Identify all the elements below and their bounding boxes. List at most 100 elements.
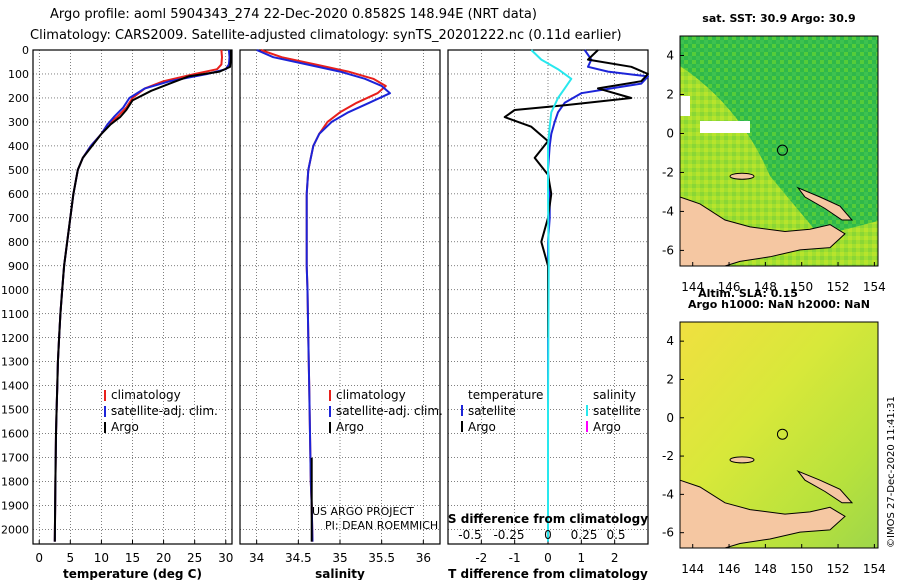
map-y-tick-label: 0 xyxy=(666,411,674,425)
y-tick-label: 900 xyxy=(8,260,29,273)
y-tick-label: 600 xyxy=(8,188,29,201)
map-y-tick-label: -4 xyxy=(662,204,674,218)
map-x-tick-label: 146 xyxy=(718,562,741,576)
no-data-patch xyxy=(680,96,690,116)
y-tick-label: 1900 xyxy=(1,500,29,513)
legend-label: Argo xyxy=(111,420,139,434)
map-x-tick-label: 144 xyxy=(681,280,704,294)
series-line-argo xyxy=(53,50,232,542)
map-y-tick-label: -6 xyxy=(662,526,674,540)
land-island xyxy=(796,186,854,221)
map-x-tick-label: 154 xyxy=(863,562,886,576)
map-y-tick-label: 2 xyxy=(666,372,674,386)
land-islet xyxy=(729,456,755,464)
figure-title-line2: Climatology: CARS2009. Satellite-adjuste… xyxy=(30,28,622,43)
map-title: sat. SST: 30.9 Argo: 30.9 xyxy=(702,12,855,25)
legend-title-temperature: temperature xyxy=(468,388,543,402)
sst-warm-region xyxy=(680,66,878,266)
x-tick-label: 25 xyxy=(187,551,202,565)
map-y-tick-label: -2 xyxy=(662,165,674,179)
y-tick-label: 700 xyxy=(8,212,29,225)
chart-panel-temperature: 0100200300400500600700800900100011001200… xyxy=(1,44,233,580)
x-tick-label: 0 xyxy=(544,551,552,565)
x-tick-label: 0 xyxy=(35,551,43,565)
map-panel-sst-map: 144 146 148 150 152 154 4 2 0 -2 -4 -6 sat. SST: 30.… xyxy=(662,12,886,300)
map-panel-sla-map: 144 146 148 150 152 154 4 2 0 -2 -4 -6 Argo h1000: N… xyxy=(662,298,886,576)
map-x-tick-label: 148 xyxy=(754,280,777,294)
y-tick-label: 1100 xyxy=(1,308,29,321)
map-x-tick-label: 144 xyxy=(681,562,704,576)
series-line-salinity-satellite xyxy=(530,49,573,542)
y-tick-label: 1000 xyxy=(1,284,29,297)
map-title: Argo h1000: NaN h2000: NaN xyxy=(688,298,870,311)
map-x-tick-label: 152 xyxy=(827,280,850,294)
argo-location-marker xyxy=(776,428,788,440)
legend-label: climatology xyxy=(111,388,181,402)
s-tick-label: 0 xyxy=(544,528,552,542)
no-data-patch xyxy=(700,121,750,133)
x-axis-label: temperature (deg C) xyxy=(63,567,202,580)
land-mainland xyxy=(679,479,846,549)
x-tick-label: 5 xyxy=(66,551,74,565)
x-tick-label: 35.5 xyxy=(368,551,395,565)
y-tick-label: 800 xyxy=(8,236,29,249)
map-y-tick-label: 2 xyxy=(666,87,674,101)
y-tick-label: 1800 xyxy=(1,476,29,489)
map-y-tick-label: 0 xyxy=(666,126,674,140)
y-tick-label: 1200 xyxy=(1,332,29,345)
y-tick-label: 500 xyxy=(8,164,29,177)
y-tick-label: 300 xyxy=(8,116,29,129)
map-y-tick-label: 4 xyxy=(666,48,674,62)
x-tick-label: 1 xyxy=(578,551,586,565)
y-tick-label: 200 xyxy=(8,92,29,105)
x-tick-label: 10 xyxy=(94,551,109,565)
map-y-tick-label: -4 xyxy=(662,487,674,501)
x-tick-label: 20 xyxy=(156,551,171,565)
map-x-tick-label: 148 xyxy=(754,562,777,576)
legend-label: Argo xyxy=(593,420,621,434)
x-tick-label: 34 xyxy=(249,551,264,565)
land-islet xyxy=(729,172,755,180)
map-frame xyxy=(679,321,879,549)
series-line-satellite-adj-clim- xyxy=(256,49,391,542)
argo-location-marker xyxy=(776,144,788,156)
y-tick-label: 0 xyxy=(22,44,29,57)
land-mainland xyxy=(679,196,846,267)
x-tick-label: 36 xyxy=(416,551,431,565)
legend-label: Argo xyxy=(468,420,496,434)
legend-title-salinity: salinity xyxy=(593,388,636,402)
series-line-temperature-argo xyxy=(503,49,649,338)
map-x-tick-label: 146 xyxy=(718,280,741,294)
legend-label: satellite xyxy=(593,404,641,418)
map-x-tick-label: 152 xyxy=(827,562,850,576)
map-subtitle: Altim. SLA: 0.15 xyxy=(698,287,798,300)
map-x-tick-label: 150 xyxy=(790,562,813,576)
x-axis-label: salinity xyxy=(315,567,365,580)
legend-label: Argo xyxy=(336,420,364,434)
timestamp-stamp: ©IMOS 27-Dec-2020 11:41:31 xyxy=(886,396,897,548)
y-tick-label: 100 xyxy=(8,68,29,81)
x-tick-label: 15 xyxy=(125,551,140,565)
map-y-tick-label: -6 xyxy=(662,243,674,257)
y-tick-label: 1400 xyxy=(1,380,29,393)
x-tick-label: 34.5 xyxy=(285,551,312,565)
land-island xyxy=(796,469,854,504)
y-tick-label: 1300 xyxy=(1,356,29,369)
map-y-tick-label: -2 xyxy=(662,449,674,463)
chart-panel-salinity: 34 34.5 35 35.5 36 salinity climatology satelli… xyxy=(239,49,443,580)
x-tick-label: 2 xyxy=(611,551,619,565)
s-tick-label: -0.5 xyxy=(458,528,481,542)
credit-project: US ARGO PROJECT xyxy=(312,505,414,518)
y-tick-label: 1600 xyxy=(1,428,29,441)
legend-label: satellite xyxy=(468,404,516,418)
x-tick-label: -2 xyxy=(475,551,487,565)
s-axis-label: S difference from climatology xyxy=(448,512,648,526)
y-tick-label: 1500 xyxy=(1,404,29,417)
s-tick-label: -0.25 xyxy=(493,528,524,542)
chart-panel-difference: -2 -1 0 1 2 T difference from climatology temp… xyxy=(447,49,649,580)
map-frame xyxy=(679,35,879,267)
credit-pi: PI: DEAN ROEMMICH xyxy=(325,519,438,532)
map-x-tick-label: 154 xyxy=(863,280,886,294)
figure-title-line1: Argo profile: aoml 5904343_274 22-Dec-20… xyxy=(50,7,537,22)
